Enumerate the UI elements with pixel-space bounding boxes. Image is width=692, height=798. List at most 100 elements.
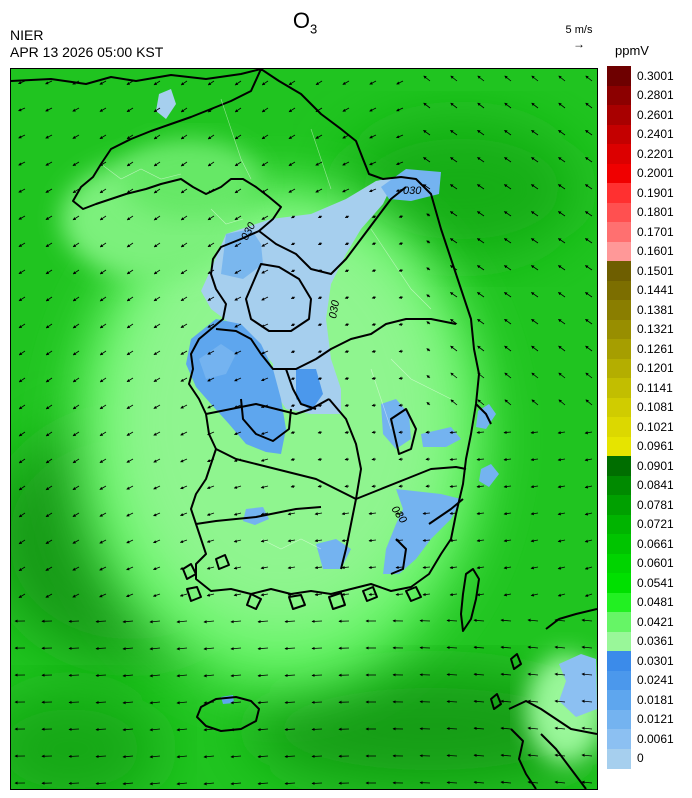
wind-arrow — [18, 134, 26, 139]
wind-arrow — [72, 512, 80, 517]
wind-arrow — [230, 782, 242, 786]
wind-arrow — [45, 593, 53, 598]
wind-arrow — [153, 377, 161, 382]
wind-arrow — [317, 457, 323, 461]
wind-arrow — [153, 188, 161, 194]
wind-arrow — [287, 593, 296, 597]
concentration-field — [11, 69, 597, 789]
wind-arrow — [503, 211, 512, 217]
colorbar-swatch — [607, 553, 631, 574]
colorbar-swatch — [607, 631, 631, 652]
wind-arrow — [122, 620, 134, 624]
wind-arrow — [341, 512, 350, 516]
wind-arrow — [371, 268, 377, 272]
wind-arrow — [477, 399, 485, 406]
wind-arrow — [95, 646, 107, 651]
wind-arrow — [72, 323, 80, 329]
wind-arrow — [99, 215, 107, 221]
wind-arrow — [473, 726, 485, 731]
wind-arrow — [426, 402, 431, 406]
wind-arrow — [584, 265, 593, 271]
wind-arrow — [18, 566, 26, 572]
wind-arrow — [504, 75, 512, 82]
wind-arrow — [284, 781, 296, 786]
wind-arrow — [396, 80, 404, 85]
wind-arrow — [230, 701, 242, 705]
wind-arrow — [176, 755, 188, 759]
wind-arrow — [369, 161, 377, 166]
wind-arrow — [180, 269, 188, 275]
wind-vector-field — [14, 75, 593, 786]
wind-arrow — [554, 726, 566, 730]
wind-arrow — [99, 134, 107, 140]
wind-arrow — [72, 404, 80, 410]
wind-arrow — [72, 539, 80, 544]
wind-arrow — [449, 265, 458, 271]
wind-arrow — [557, 265, 566, 271]
wind-arrow — [395, 538, 404, 543]
colorbar-tick-label: 0.0421 — [637, 614, 674, 629]
wind-arrow — [72, 269, 80, 275]
wind-arrow — [45, 242, 53, 248]
wind-arrow — [99, 377, 107, 383]
wind-arrow — [317, 322, 323, 326]
wind-arrow — [585, 157, 593, 163]
wind-arrow — [72, 458, 80, 464]
wind-arrow — [153, 458, 161, 463]
wind-arrow — [153, 350, 161, 356]
wind-arrow — [284, 754, 296, 759]
wind-arrow — [290, 323, 296, 326]
wind-arrow — [585, 102, 593, 109]
wind-arrow — [95, 619, 107, 624]
wind-arrow — [257, 781, 269, 786]
wind-arrow — [153, 431, 161, 436]
wind-arrow — [473, 618, 485, 623]
wind-arrow — [530, 457, 539, 462]
wind-arrow — [503, 238, 512, 244]
wind-arrow — [585, 372, 593, 379]
wind-arrow — [476, 265, 485, 271]
wind-arrow — [149, 647, 161, 651]
colorbar-swatch — [607, 592, 631, 613]
wind-arrow — [503, 593, 512, 597]
wind-arrow — [99, 350, 107, 356]
wind-arrow — [207, 215, 215, 221]
colorbar-tick-label: 0.0361 — [637, 634, 674, 649]
wind-arrow — [369, 80, 377, 85]
wind-arrow — [234, 350, 242, 355]
wind-arrow — [99, 593, 107, 598]
wind-arrow — [395, 592, 404, 597]
wind-arrow — [207, 377, 215, 382]
wind-arrow — [311, 781, 323, 785]
wind-arrow — [99, 269, 107, 275]
wind-arrow — [344, 457, 350, 461]
colorbar-swatch — [607, 397, 631, 418]
wind-arrow — [72, 485, 80, 491]
wind-arrow — [314, 539, 323, 543]
wind-arrow — [477, 372, 485, 379]
wind-arrow — [72, 296, 80, 302]
wind-arrow — [260, 485, 269, 489]
wind-arrow — [584, 238, 593, 244]
wind-arrow — [122, 647, 134, 651]
wind-arrow — [371, 214, 377, 218]
wind-arrow — [530, 485, 539, 489]
wind-arrow — [207, 107, 215, 113]
colorbar-tick-label: 0.2801 — [637, 88, 674, 103]
wind-arrow — [369, 188, 377, 193]
wind-arrow — [45, 161, 53, 166]
wind-arrow — [426, 375, 431, 379]
wind-arrow — [315, 161, 323, 166]
colorbar-tick-label: 0.1801 — [637, 205, 674, 220]
wind-arrow — [557, 238, 566, 244]
wind-arrow — [179, 539, 188, 543]
wind-arrow — [180, 512, 188, 517]
wind-arrow — [288, 161, 296, 166]
colorbar-tick-label: 0.1021 — [637, 419, 674, 434]
wind-arrow — [426, 267, 431, 271]
wind-arrow — [176, 728, 188, 732]
wind-arrow — [122, 755, 134, 759]
wind-arrow — [531, 102, 539, 109]
wind-arrow — [180, 458, 188, 463]
wind-arrow — [450, 157, 458, 163]
